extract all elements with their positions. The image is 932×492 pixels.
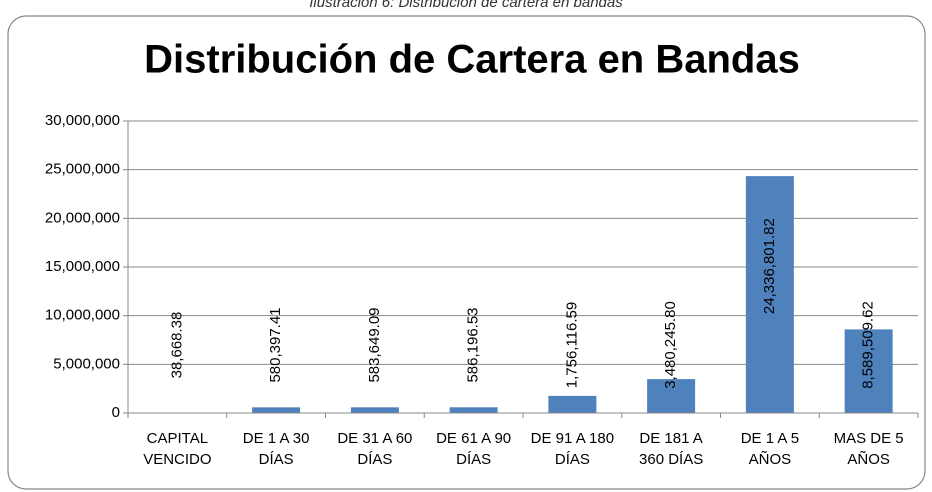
bar xyxy=(350,407,399,413)
caption: Ilustración 6: Distribución de cartera e… xyxy=(309,0,623,11)
x-tick-label: DE 91 A 180 DÍAS xyxy=(530,430,615,468)
bar xyxy=(252,407,301,413)
bar xyxy=(745,176,794,413)
x-tick-label: DE 1 A 30 DÍAS xyxy=(242,430,310,468)
value-label: 583,649.09 xyxy=(366,307,383,382)
y-tick-label: 15,000,000 xyxy=(45,258,120,275)
y-tick-label: 20,000,000 xyxy=(45,209,120,226)
y-tick-label: 30,000,000 xyxy=(45,112,120,129)
bar xyxy=(844,329,893,413)
value-label: 24,336,801.82 xyxy=(761,218,778,314)
value-label: 38,668.38 xyxy=(168,312,185,379)
x-tick-label: DE 61 A 90 DÍAS xyxy=(436,430,512,468)
value-label: 580,397.41 xyxy=(267,307,284,382)
value-label: 3,480,245.80 xyxy=(662,301,679,389)
chart-frame xyxy=(7,15,926,490)
bar xyxy=(647,379,696,413)
bar xyxy=(449,407,498,413)
y-tick-label: 25,000,000 xyxy=(45,161,120,178)
x-tick-label: MAS DE 5 AÑOS xyxy=(833,430,904,468)
bar xyxy=(548,395,597,413)
value-label: 1,756,116.59 xyxy=(563,302,580,388)
value-label: 8,589,509.62 xyxy=(860,301,877,389)
x-tick-label: DE 31 A 60 DÍAS xyxy=(337,430,413,468)
y-tick-label: 10,000,000 xyxy=(45,307,120,324)
value-label: 586,196.53 xyxy=(465,307,482,382)
y-tick-label: 5,000,000 xyxy=(53,355,120,372)
chart-title: Distribución de Cartera en Bandas xyxy=(144,38,800,82)
x-tick-label: CAPITAL VENCIDO xyxy=(143,430,212,468)
x-tick-label: DE 1 A 5 AÑOS xyxy=(740,430,800,468)
y-tick-label: 0 xyxy=(112,404,120,421)
x-tick-label: DE 181 A 360 DÍAS xyxy=(639,430,704,468)
